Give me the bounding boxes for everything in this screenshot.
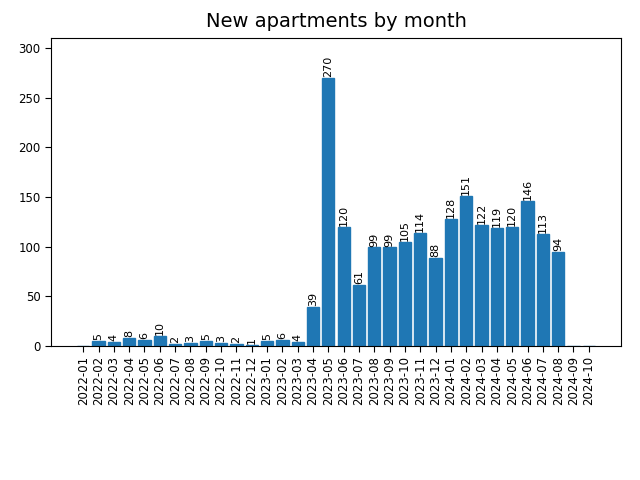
Text: 2: 2: [170, 336, 180, 343]
Bar: [476, 225, 488, 346]
Bar: [184, 343, 196, 346]
Bar: [230, 344, 243, 346]
Text: 119: 119: [492, 205, 502, 227]
Bar: [399, 241, 411, 346]
Text: 120: 120: [507, 204, 517, 226]
Bar: [537, 234, 549, 346]
Bar: [506, 227, 518, 346]
Text: 99: 99: [369, 232, 380, 247]
Text: 5: 5: [262, 333, 272, 340]
Bar: [322, 78, 335, 346]
Text: 61: 61: [354, 270, 364, 284]
Text: 5: 5: [93, 333, 104, 340]
Text: 6: 6: [140, 332, 150, 339]
Text: 6: 6: [277, 332, 287, 339]
Bar: [552, 252, 564, 346]
Bar: [123, 337, 135, 346]
Bar: [108, 342, 120, 346]
Text: 10: 10: [155, 321, 165, 335]
Bar: [169, 344, 181, 346]
Text: 4: 4: [109, 334, 119, 341]
Bar: [460, 196, 472, 346]
Bar: [414, 233, 426, 346]
Text: 4: 4: [292, 334, 303, 341]
Text: 105: 105: [400, 219, 410, 240]
Bar: [154, 336, 166, 346]
Text: 3: 3: [216, 335, 226, 342]
Bar: [215, 343, 227, 346]
Text: 128: 128: [446, 196, 456, 218]
Bar: [261, 341, 273, 346]
Bar: [246, 345, 258, 346]
Bar: [491, 228, 503, 346]
Text: 270: 270: [323, 56, 333, 77]
Bar: [368, 248, 380, 346]
Text: 3: 3: [186, 335, 195, 342]
Bar: [200, 341, 212, 346]
Text: 113: 113: [538, 212, 548, 233]
Text: 2: 2: [232, 336, 241, 343]
Bar: [522, 201, 534, 346]
Text: 120: 120: [339, 204, 349, 226]
Text: 39: 39: [308, 292, 318, 306]
Bar: [337, 227, 350, 346]
Text: 88: 88: [431, 243, 440, 257]
Bar: [429, 258, 442, 346]
Text: 1: 1: [247, 336, 257, 344]
Text: 146: 146: [522, 179, 532, 200]
Text: 99: 99: [385, 232, 395, 247]
Text: 122: 122: [477, 203, 486, 224]
Text: 5: 5: [201, 333, 211, 340]
Title: New apartments by month: New apartments by month: [205, 12, 467, 31]
Text: 151: 151: [461, 174, 471, 195]
Bar: [445, 219, 457, 346]
Bar: [276, 340, 289, 346]
Bar: [307, 307, 319, 346]
Bar: [353, 285, 365, 346]
Bar: [92, 341, 105, 346]
Bar: [138, 340, 150, 346]
Text: 114: 114: [415, 211, 425, 232]
Bar: [383, 248, 396, 346]
Text: 94: 94: [553, 237, 563, 252]
Text: 8: 8: [124, 330, 134, 336]
Bar: [292, 342, 304, 346]
